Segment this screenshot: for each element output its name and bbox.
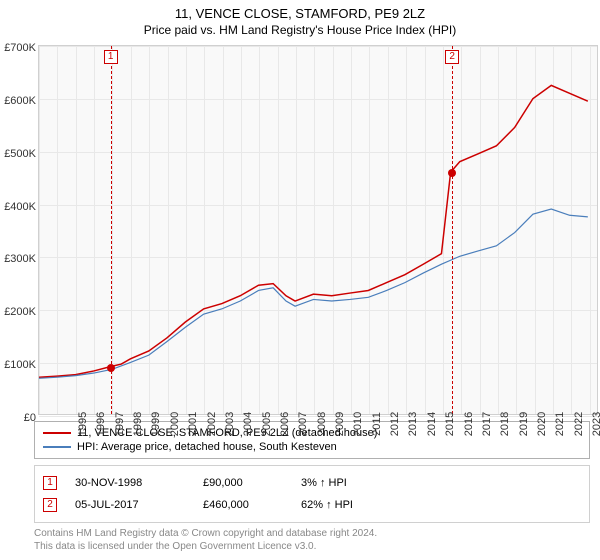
x-axis-label: 2006 — [279, 412, 291, 436]
y-axis-label: £700K — [4, 42, 36, 54]
y-axis-label: £300K — [4, 253, 36, 265]
x-axis-label: 2001 — [187, 412, 199, 436]
x-axis-label: 1998 — [132, 412, 144, 436]
sale-pct-vs-hpi: 62% ↑ HPI — [301, 499, 401, 511]
x-axis-label: 2007 — [297, 412, 309, 436]
sale-date: 30-NOV-1998 — [75, 477, 185, 489]
x-axis-label: 2003 — [224, 412, 236, 436]
legend-swatch-property — [43, 432, 71, 434]
sales-table: 1 30-NOV-1998 £90,000 3% ↑ HPI 2 05-JUL-… — [34, 465, 590, 523]
y-axis-label: £600K — [4, 95, 36, 107]
legend-swatch-hpi — [43, 446, 71, 448]
y-axis-label: £100K — [4, 359, 36, 371]
sale-marker-line — [111, 46, 112, 414]
x-axis-label: 1997 — [114, 412, 126, 436]
sale-marker-icon: 1 — [43, 476, 57, 490]
x-axis-label: 2020 — [536, 412, 548, 436]
sale-price: £460,000 — [203, 499, 283, 511]
series-line-property — [39, 85, 588, 377]
x-axis-label: 2005 — [261, 412, 273, 436]
x-axis-label: 2014 — [426, 412, 438, 436]
x-axis-label: 2010 — [352, 412, 364, 436]
y-axis-label: £0 — [24, 412, 36, 424]
sale-marker-icon: 2 — [43, 498, 57, 512]
x-axis-label: 2002 — [206, 412, 218, 436]
sale-pct-vs-hpi: 3% ↑ HPI — [301, 477, 401, 489]
sale-marker-dot — [448, 169, 456, 177]
y-axis-label: £200K — [4, 306, 36, 318]
attribution-footer: Contains HM Land Registry data © Crown c… — [34, 527, 590, 553]
x-axis-label: 1995 — [77, 412, 89, 436]
plot-area: 12 1995199619971998199920002001200220032… — [38, 45, 598, 415]
x-axis-label: 2017 — [481, 412, 493, 436]
footer-line: Contains HM Land Registry data © Crown c… — [34, 527, 590, 540]
sale-marker-dot — [107, 364, 115, 372]
sale-date: 05-JUL-2017 — [75, 499, 185, 511]
y-axis-label: £400K — [4, 201, 36, 213]
sale-price: £90,000 — [203, 477, 283, 489]
x-axis-label: 2008 — [316, 412, 328, 436]
line-series-svg — [39, 46, 597, 414]
x-axis-label: 1996 — [95, 412, 107, 436]
x-axis-label: 2018 — [499, 412, 511, 436]
x-axis-label: 1999 — [150, 412, 162, 436]
legend-item-hpi: HPI: Average price, detached house, Sout… — [43, 440, 581, 454]
chart-container: { "title": "11, VENCE CLOSE, STAMFORD, P… — [0, 0, 600, 560]
x-axis-label: 2009 — [334, 412, 346, 436]
x-axis-label: 2004 — [242, 412, 254, 436]
x-axis-label: 2000 — [169, 412, 181, 436]
sale-marker-box: 2 — [445, 50, 459, 64]
x-axis-label: 2012 — [389, 412, 401, 436]
sale-row: 1 30-NOV-1998 £90,000 3% ↑ HPI — [43, 472, 581, 494]
x-axis-label: 2013 — [407, 412, 419, 436]
legend-label-hpi: HPI: Average price, detached house, Sout… — [77, 441, 337, 453]
sale-row: 2 05-JUL-2017 £460,000 62% ↑ HPI — [43, 494, 581, 516]
footer-line: This data is licensed under the Open Gov… — [34, 540, 590, 553]
sale-marker-line — [452, 46, 453, 414]
sale-marker-box: 1 — [104, 50, 118, 64]
x-axis-label: 2016 — [463, 412, 475, 436]
y-axis-label: £500K — [4, 148, 36, 160]
chart-title: 11, VENCE CLOSE, STAMFORD, PE9 2LZ — [0, 0, 600, 21]
x-axis-label: 2011 — [371, 412, 383, 436]
x-axis-label: 2022 — [573, 412, 585, 436]
x-axis-label: 2019 — [518, 412, 530, 436]
x-axis-label: 2023 — [591, 412, 600, 436]
x-axis-label: 2015 — [444, 412, 456, 436]
chart-subtitle: Price paid vs. HM Land Registry's House … — [0, 21, 600, 45]
x-axis-label: 2021 — [554, 412, 566, 436]
